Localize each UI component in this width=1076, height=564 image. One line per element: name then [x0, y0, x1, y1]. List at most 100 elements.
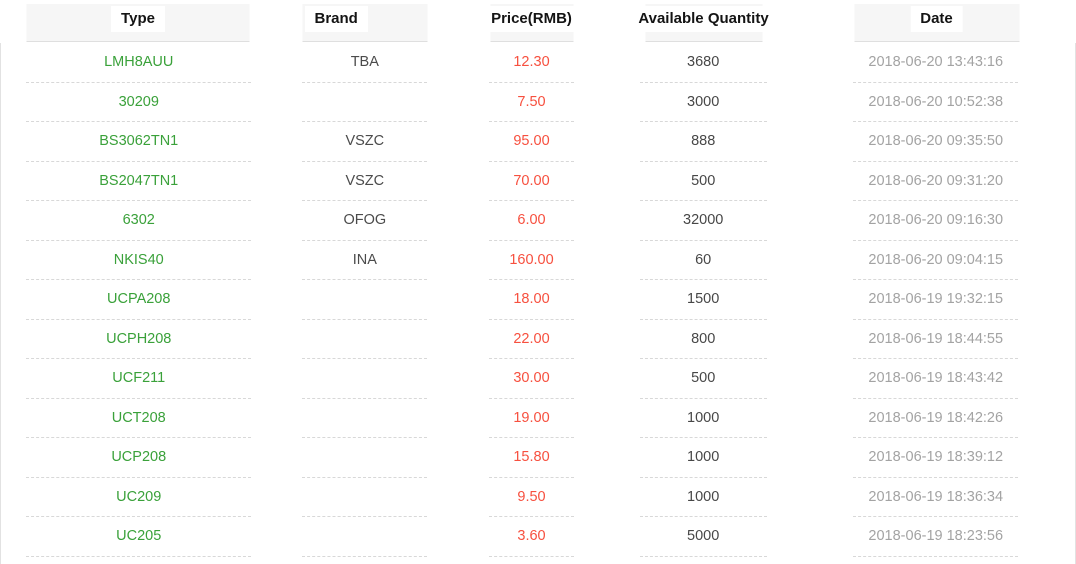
date-text: 2018-06-19 18:36:34: [868, 488, 1004, 505]
column-header-label-brand: Brand: [304, 6, 368, 32]
cell-type: BS2047TN1: [1, 162, 276, 201]
quantity-text: 3000: [687, 93, 720, 110]
price-text: 18.00: [513, 291, 550, 308]
cell-brand: [276, 517, 453, 557]
quantity-text: 1500: [687, 291, 720, 308]
cell-type: UCT208: [1, 399, 276, 438]
date-text: 2018-06-19 18:43:42: [868, 370, 1004, 387]
type-link[interactable]: UCF211: [112, 370, 166, 387]
cell-brand: [276, 320, 453, 359]
cell-quantity: 32000: [610, 201, 797, 241]
column-header-brand: Brand: [276, 0, 453, 43]
quantity-text: 60: [695, 251, 712, 268]
cell-brand: [276, 399, 453, 438]
price-text: 160.00: [509, 251, 554, 268]
cell-type: UC209: [1, 478, 276, 517]
column-header-label-price: Price(RMB): [481, 6, 582, 32]
table-row: UCF211 30.00 500 2018-06-19 18:43:42: [1, 359, 1075, 399]
cell-price: 160.00: [453, 241, 610, 280]
cell-type: UCP208: [1, 438, 276, 478]
cell-price: 9.50: [453, 478, 610, 517]
type-link[interactable]: UCT208: [111, 409, 166, 426]
type-link[interactable]: UCPA208: [107, 291, 171, 308]
date-text: 2018-06-19 18:39:12: [868, 449, 1004, 466]
price-text: 70.00: [513, 172, 550, 189]
type-link[interactable]: UC205: [116, 528, 162, 545]
date-text: 2018-06-19 18:23:56: [868, 528, 1004, 545]
cell-brand: [276, 438, 453, 478]
cell-quantity: 3000: [610, 83, 797, 122]
cell-date: 2018-06-20 13:43:16: [797, 43, 1075, 83]
cell-quantity: 3680: [610, 43, 797, 83]
cell-brand: [276, 478, 453, 517]
date-text: 2018-06-20 09:31:20: [868, 172, 1004, 189]
table-header: Type Brand Price(RMB) Available Quantity…: [0, 0, 1076, 43]
price-text: 3.60: [517, 528, 546, 545]
cell-date: 2018-06-20 10:52:38: [797, 83, 1075, 122]
quantity-text: 1000: [687, 488, 720, 505]
cell-quantity: 5000: [610, 517, 797, 557]
price-text: 9.50: [517, 488, 546, 505]
date-text: 2018-06-19 18:42:26: [868, 409, 1004, 426]
brand-text: VSZC: [345, 133, 385, 150]
table-row: BS3062TN1 VSZC 95.00 888 2018-06-20 09:3…: [1, 122, 1075, 162]
type-link[interactable]: NKIS40: [113, 251, 164, 268]
table-row: LMH8AUU TBA 12.30 3680 2018-06-20 13:43:…: [1, 43, 1075, 83]
cell-brand: OFOG: [276, 201, 453, 241]
cell-date: 2018-06-20 09:16:30: [797, 201, 1075, 241]
cell-quantity: 500: [610, 162, 797, 201]
price-text: 22.00: [513, 330, 550, 347]
cell-quantity: 1000: [610, 478, 797, 517]
cell-brand: [276, 359, 453, 399]
type-link[interactable]: UCPH208: [106, 330, 172, 347]
cell-date: 2018-06-19 18:44:55: [797, 320, 1075, 359]
cell-brand: TBA: [276, 43, 453, 83]
cell-price: 22.00: [453, 320, 610, 359]
cell-type: UCPH208: [1, 320, 276, 359]
cell-price: 19.00: [453, 399, 610, 438]
quantity-text: 888: [691, 133, 716, 150]
type-link[interactable]: 6302: [122, 212, 155, 229]
date-text: 2018-06-20 10:52:38: [868, 93, 1004, 110]
date-text: 2018-06-19 19:32:15: [868, 291, 1004, 308]
table-row: 6302 OFOG 6.00 32000 2018-06-20 09:16:30: [1, 201, 1075, 241]
column-header-type: Type: [0, 0, 276, 43]
price-text: 30.00: [513, 370, 550, 387]
type-link[interactable]: LMH8AUU: [104, 54, 174, 71]
quantity-text: 1000: [687, 449, 720, 466]
type-link[interactable]: 30209: [118, 93, 159, 110]
column-header-label-type: Type: [111, 6, 165, 32]
price-text: 7.50: [517, 93, 546, 110]
cell-type: LMH8AUU: [1, 43, 276, 83]
cell-brand: VSZC: [276, 162, 453, 201]
cell-price: 15.80: [453, 438, 610, 478]
cell-price: 12.30: [453, 43, 610, 83]
column-header-price: Price(RMB): [453, 0, 610, 43]
date-text: 2018-06-20 13:43:16: [868, 54, 1004, 71]
cell-price: 3.60: [453, 517, 610, 557]
type-link[interactable]: UCP208: [111, 449, 167, 466]
quantity-text: 5000: [687, 528, 720, 545]
cell-date: 2018-06-19 18:23:56: [797, 517, 1075, 557]
cell-brand: [276, 280, 453, 320]
table-row: UC205 3.60 5000 2018-06-19 18:23:56: [1, 517, 1075, 557]
cell-type: BS3062TN1: [1, 122, 276, 162]
table-row: UCT208 19.00 1000 2018-06-19 18:42:26: [1, 399, 1075, 438]
table-row: UCPA208 18.00 1500 2018-06-19 19:32:15: [1, 280, 1075, 320]
type-link[interactable]: BS2047TN1: [99, 172, 179, 189]
table-body: LMH8AUU TBA 12.30 3680 2018-06-20 13:43:…: [0, 43, 1076, 564]
brand-text: VSZC: [345, 172, 385, 189]
cell-quantity: 888: [610, 122, 797, 162]
cell-price: 6.00: [453, 201, 610, 241]
quantity-text: 500: [691, 172, 716, 189]
brand-text: INA: [352, 251, 377, 268]
table-row: 30209 7.50 3000 2018-06-20 10:52:38: [1, 83, 1075, 122]
cell-quantity: 1000: [610, 438, 797, 478]
date-text: 2018-06-20 09:04:15: [868, 251, 1004, 268]
cell-quantity: 1500: [610, 280, 797, 320]
type-link[interactable]: UC209: [116, 488, 162, 505]
table-row: BS2047TN1 VSZC 70.00 500 2018-06-20 09:3…: [1, 162, 1075, 201]
type-link[interactable]: BS3062TN1: [99, 133, 179, 150]
column-header-label-date: Date: [910, 6, 963, 32]
